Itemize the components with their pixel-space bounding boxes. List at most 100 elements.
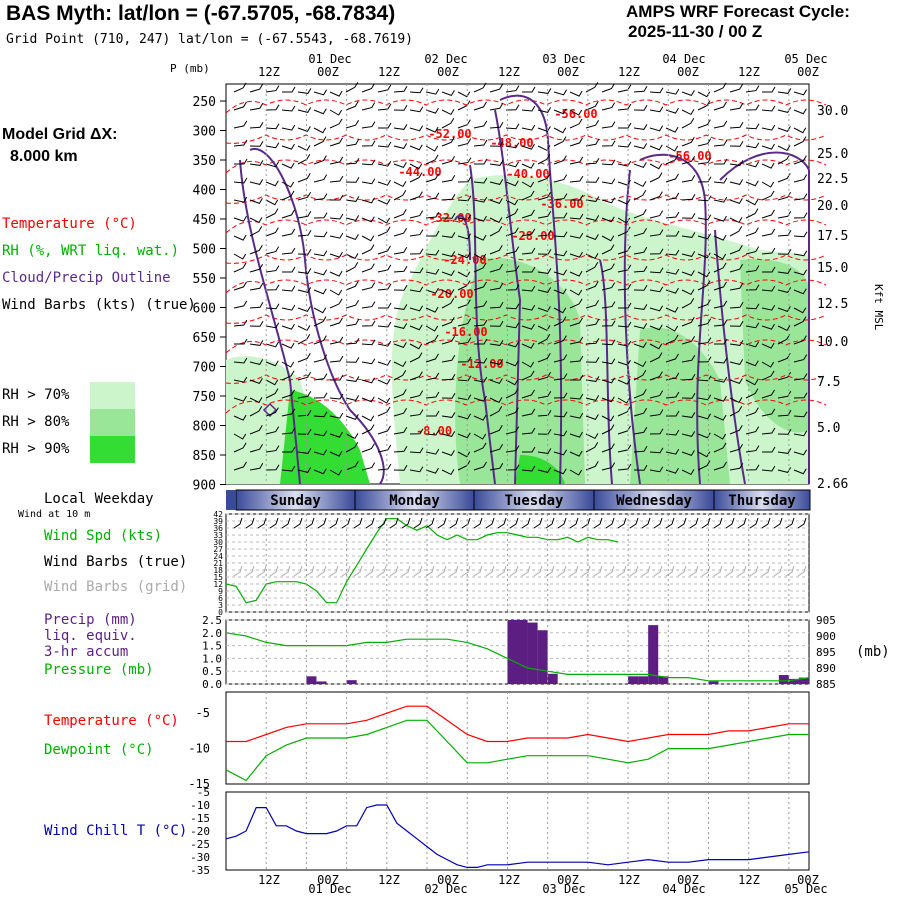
wind-barb xyxy=(569,137,583,147)
p-axis-tick-label: 450 xyxy=(193,213,216,228)
precip-tick-label: 2.0 xyxy=(202,627,222,640)
wind-barb xyxy=(425,249,440,256)
wind-barb xyxy=(601,396,615,403)
wind-barb xyxy=(281,181,295,188)
wind-barb xyxy=(361,263,375,273)
wind-barb xyxy=(777,107,792,113)
wind-barb-grid xyxy=(269,565,279,577)
wind-barb xyxy=(409,172,423,183)
wind-barb xyxy=(569,355,584,363)
wind-barb xyxy=(761,427,776,435)
wind-barb xyxy=(361,121,376,129)
wind-barb-grid xyxy=(485,565,495,577)
wind-barb xyxy=(361,178,376,185)
wind-barb-grid xyxy=(473,565,483,577)
wind-barb xyxy=(505,379,519,386)
top-hour-label: 12Z xyxy=(618,65,640,79)
wind-barb-true xyxy=(653,517,663,529)
wind-barb xyxy=(297,107,312,113)
wind-barb-true xyxy=(377,517,387,529)
wind-barb xyxy=(762,446,776,453)
wind-barb xyxy=(473,357,488,364)
wind-barb xyxy=(505,85,520,93)
wind-barb xyxy=(777,230,792,237)
wind-barb xyxy=(505,142,520,149)
wind-barb xyxy=(489,245,503,255)
wind-barb-true xyxy=(329,517,339,529)
wind-barb xyxy=(409,286,424,293)
precip-bar xyxy=(316,681,327,684)
wind-barb xyxy=(377,463,392,471)
wind-barb xyxy=(649,371,663,381)
wind-barb xyxy=(745,426,760,435)
wind-barb xyxy=(265,123,280,130)
bottom-hour-label: 00Z xyxy=(797,873,819,887)
wind-barb xyxy=(265,388,279,399)
wind-barb xyxy=(489,226,503,237)
wind-barb xyxy=(713,300,728,309)
wind-barb xyxy=(297,467,312,473)
wind-barb xyxy=(601,320,616,327)
wind-barb xyxy=(473,101,487,111)
wind-barb xyxy=(777,88,792,94)
wind-barb xyxy=(473,442,487,453)
wind-barb xyxy=(233,234,247,241)
wind-barb xyxy=(793,89,808,96)
p-axis-tick-label: 800 xyxy=(193,420,216,435)
wind-barb xyxy=(681,335,696,345)
wind-barb xyxy=(697,451,711,458)
wind-barb xyxy=(649,305,664,312)
wind-barb xyxy=(282,446,296,453)
top-date-label: 05 Dec xyxy=(784,52,827,66)
wind-barb xyxy=(233,196,248,203)
wind-barb-true xyxy=(797,517,807,529)
top-date-label: 04 Dec xyxy=(662,52,705,66)
wind-barb xyxy=(521,408,536,417)
wind-barb xyxy=(265,265,280,273)
wind-barb xyxy=(553,127,567,134)
wind-barb xyxy=(361,320,376,327)
wind-barb xyxy=(601,415,615,422)
wind-barb xyxy=(425,173,439,183)
wind-barb xyxy=(569,213,584,220)
wind-barb-true xyxy=(509,517,519,529)
precip-tick-label: 1.0 xyxy=(202,652,222,665)
bottom-date-label: 05 Dec xyxy=(784,882,827,896)
wind-barb xyxy=(649,191,663,201)
wind-barb xyxy=(713,395,727,402)
wind-barb-grid xyxy=(461,565,471,577)
wind-barb xyxy=(313,269,328,276)
temperature-contour-label: -40.00 xyxy=(506,167,549,181)
temperature-contour-label: -44.00 xyxy=(398,165,441,179)
wind-barb xyxy=(297,391,312,399)
wind-barb xyxy=(681,374,696,381)
wind-barb-true xyxy=(713,517,723,529)
cycle-value: 2025-11-30 / 00 Z xyxy=(628,22,763,41)
bottom-hour-label: 00Z xyxy=(677,873,699,887)
cloud-outline xyxy=(714,229,746,485)
wind-barb xyxy=(601,244,615,255)
dewpoint-line xyxy=(225,719,809,782)
wind-barb xyxy=(393,266,408,273)
wind-barb xyxy=(761,370,775,381)
temp-tick-label: -15 xyxy=(188,777,210,791)
wind-barb xyxy=(313,468,327,475)
temperature-contour-label: -20.00 xyxy=(430,287,473,301)
wind-barb xyxy=(361,424,375,435)
model-grid-value: 8.000 km xyxy=(10,148,78,165)
wind-barb xyxy=(553,316,567,327)
wind-barb xyxy=(313,392,328,399)
wind-barb xyxy=(793,449,808,456)
wind-barb xyxy=(745,246,760,255)
wind-barb xyxy=(249,245,263,255)
wind-barb xyxy=(522,266,536,273)
wind-barb xyxy=(570,374,584,381)
wind-barb-true xyxy=(749,517,759,529)
wind-barb xyxy=(425,88,440,95)
wind-barb xyxy=(601,121,616,129)
wind-barb xyxy=(377,264,392,273)
wind-barb xyxy=(281,124,296,131)
wind-barb xyxy=(745,199,759,206)
wind-barb-true xyxy=(413,517,423,529)
precip-tick-label: 1.5 xyxy=(202,640,222,653)
